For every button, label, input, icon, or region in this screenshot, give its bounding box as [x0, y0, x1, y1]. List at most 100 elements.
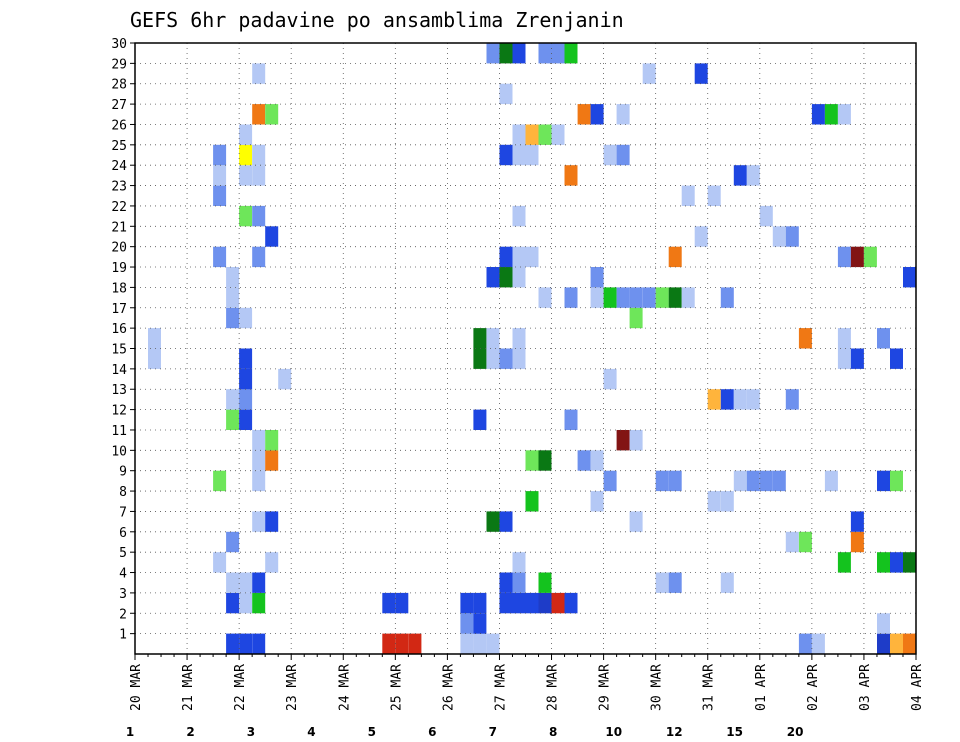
precip-cell — [733, 470, 747, 492]
precip-cell — [564, 165, 578, 186]
precip-cell — [538, 592, 552, 614]
precip-cell — [798, 328, 812, 349]
precip-cell — [720, 389, 734, 410]
precip-cell — [668, 287, 682, 308]
x-tick-label: 01 APR — [754, 664, 769, 711]
legend-label: 1 — [126, 725, 134, 739]
precip-cell — [252, 633, 266, 654]
precip-cell — [577, 450, 591, 471]
x-tick-label: 23 MAR — [285, 664, 300, 711]
precip-cell — [382, 592, 396, 614]
precip-cell — [473, 409, 487, 430]
precip-cell — [903, 552, 916, 573]
precip-cell — [512, 267, 526, 288]
y-tick-label: 20 — [111, 241, 127, 256]
precip-cell — [499, 572, 513, 593]
legend-label: 10 — [605, 725, 622, 739]
x-tick-label: 21 MAR — [181, 664, 196, 711]
y-tick-label: 13 — [111, 383, 127, 398]
y-tick-label: 1 — [119, 628, 127, 643]
precip-cell — [239, 348, 253, 369]
precip-cell — [265, 552, 279, 573]
precip-cell — [239, 633, 253, 654]
precip-cell — [486, 328, 500, 349]
precip-cell — [252, 165, 266, 186]
precip-cell — [668, 246, 682, 268]
precip-cell — [252, 511, 266, 532]
y-tick-label: 26 — [111, 118, 127, 133]
precip-cell — [395, 633, 409, 654]
precip-cell — [746, 389, 760, 410]
x-tick-label: 26 MAR — [441, 664, 456, 711]
precip-cell — [460, 613, 474, 634]
precip-cell — [890, 470, 903, 492]
precip-cell — [226, 633, 240, 654]
y-tick-label: 3 — [119, 587, 127, 602]
x-tick-label: 22 MAR — [233, 664, 248, 711]
precip-cell — [252, 246, 266, 268]
precip-cell — [577, 104, 591, 125]
legend-label: 8 — [549, 725, 557, 739]
y-axis: 1234567891011121314151617181920212223242… — [111, 37, 135, 643]
y-tick-label: 29 — [111, 57, 127, 72]
y-tick-label: 14 — [111, 363, 127, 378]
precip-cell — [538, 287, 552, 308]
precip-cell — [486, 511, 500, 532]
precip-cell — [512, 328, 526, 349]
precip-cell — [863, 246, 877, 268]
precip-cell — [499, 246, 513, 268]
x-tick-label: 04 APR — [910, 664, 925, 711]
precip-cell — [486, 267, 500, 288]
precip-cell — [408, 633, 422, 654]
x-tick-label: 24 MAR — [337, 664, 352, 711]
precip-cell — [707, 389, 721, 410]
precip-cell — [616, 430, 630, 451]
precip-cell — [655, 470, 669, 492]
precip-cell — [733, 389, 747, 410]
precip-cell — [772, 226, 786, 247]
x-tick-label: 25 MAR — [389, 664, 404, 711]
precip-cell — [512, 348, 526, 369]
precip-cell — [512, 552, 526, 573]
precip-cell — [890, 552, 903, 573]
precip-cell — [772, 470, 786, 492]
precip-cell — [395, 592, 409, 614]
precip-cell — [668, 470, 682, 492]
y-tick-label: 9 — [119, 465, 127, 480]
precip-cell — [512, 43, 526, 64]
precip-cell — [460, 633, 474, 654]
legend-label: 12 — [666, 725, 683, 739]
precip-cell — [837, 246, 851, 268]
precip-cell — [746, 165, 760, 186]
precip-cell — [226, 572, 240, 593]
precip-cell — [877, 552, 890, 573]
precip-cell — [720, 287, 734, 308]
precip-cell — [707, 491, 721, 512]
precip-cell — [707, 185, 721, 206]
precip-cell — [603, 470, 617, 492]
precip-cell — [877, 470, 890, 492]
precip-cell — [265, 226, 279, 247]
precip-cell — [720, 491, 734, 512]
legend-label: 4 — [307, 725, 315, 739]
precip-cell — [616, 144, 630, 166]
precip-cell — [785, 389, 799, 410]
precip-cell — [877, 613, 890, 634]
precip-cell — [590, 267, 604, 288]
precip-cell — [525, 144, 539, 166]
precip-cell — [473, 348, 487, 369]
precip-cell — [213, 552, 227, 573]
precip-cell — [850, 531, 864, 553]
precip-cell — [538, 572, 552, 593]
y-tick-label: 24 — [111, 159, 127, 174]
precip-cell — [499, 144, 513, 166]
y-tick-label: 21 — [111, 220, 127, 235]
precip-cell — [460, 592, 474, 614]
precip-cell — [252, 63, 266, 84]
y-tick-label: 18 — [111, 281, 127, 296]
precip-cell — [239, 124, 253, 145]
precip-cell — [590, 491, 604, 512]
precip-cell — [798, 531, 812, 553]
precip-cell — [226, 592, 240, 614]
